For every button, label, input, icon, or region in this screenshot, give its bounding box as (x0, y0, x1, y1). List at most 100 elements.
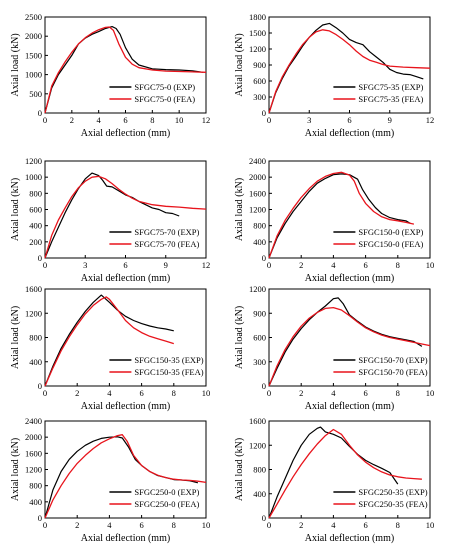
x-axis-label: Axial deflection (mm) (305, 273, 394, 284)
x-tick-label: 10 (426, 388, 435, 398)
x-tick-label: 6 (123, 115, 127, 125)
legend-label: SFGC150-0 (FEA) (358, 239, 423, 249)
y-axis-label: Axial load (kN) (10, 33, 21, 96)
x-tick-label: 10 (202, 520, 211, 530)
x-tick-label: 8 (396, 520, 400, 530)
y-axis-label: Axial load (kN) (234, 306, 245, 369)
x-tick-label: 3 (307, 115, 311, 125)
x-tick-label: 2 (299, 260, 303, 270)
x-tick-label: 0 (267, 388, 271, 398)
y-tick-label: 1500 (25, 50, 42, 60)
y-tick-label: 2000 (25, 31, 42, 41)
y-tick-label: 0 (262, 513, 266, 523)
x-tick-label: 2 (75, 388, 79, 398)
legend-label: SFGC150-35 (FEA) (134, 367, 203, 377)
x-tick-label: 8 (150, 115, 154, 125)
y-tick-label: 2000 (25, 432, 42, 442)
y-tick-label: 1200 (25, 156, 42, 166)
legend-label: SFGC250-0 (FEA) (134, 499, 199, 509)
legend-label: SFGC75-0 (FEA) (134, 94, 195, 104)
y-tick-label: 1200 (249, 205, 266, 215)
chart-panel-7: 0 2 4 6 8 10 0 400 800 1200 1600 2000 2400 Axial defl… (10, 416, 210, 544)
y-tick-label: 0 (262, 108, 266, 118)
y-tick-label: 200 (29, 237, 42, 247)
y-tick-label: 400 (253, 237, 266, 247)
x-tick-label: 4 (331, 260, 336, 270)
y-tick-label: 0 (38, 253, 42, 263)
x-tick-label: 12 (426, 115, 435, 125)
x-axis-label: Axial deflection (mm) (81, 128, 170, 139)
chart-panel-5: 0 2 4 6 8 10 0 400 800 1200 1600 Axial deflection (… (10, 284, 210, 412)
x-tick-label: 0 (43, 115, 47, 125)
x-tick-label: 8 (396, 388, 400, 398)
x-tick-label: 4 (331, 388, 336, 398)
x-tick-label: 10 (175, 115, 184, 125)
y-tick-label: 1200 (249, 440, 266, 450)
x-tick-label: 2 (75, 520, 79, 530)
x-tick-label: 6 (363, 388, 367, 398)
chart-panel-3: 0 3 6 9 12 0 200 400 600 800 1000 1200 Axial deflect… (10, 156, 210, 284)
x-axis-label: Axial deflection (mm) (305, 533, 394, 544)
x-tick-label: 2 (299, 388, 303, 398)
y-tick-label: 2400 (25, 416, 42, 426)
x-tick-label: 2 (70, 115, 74, 125)
y-tick-label: 2400 (249, 156, 266, 166)
series-line-fea (44, 26, 207, 114)
y-tick-label: 400 (29, 497, 42, 507)
y-tick-label: 1600 (249, 416, 266, 426)
legend-label: SFGC150-70 (EXP) (358, 355, 427, 365)
x-tick-label: 4 (107, 388, 112, 398)
legend-label: SFGC250-0 (EXP) (134, 487, 199, 497)
y-tick-label: 500 (29, 89, 42, 99)
series-line-exp (44, 26, 204, 114)
legend-label: SFGC75-35 (EXP) (358, 82, 423, 92)
x-axis-label: Axial deflection (mm) (81, 273, 170, 284)
y-tick-label: 400 (29, 221, 42, 231)
x-tick-label: 10 (202, 388, 211, 398)
x-tick-label: 6 (347, 115, 351, 125)
y-axis-label: Axial load (kN) (10, 306, 21, 369)
x-tick-label: 6 (139, 520, 143, 530)
series-line-fea (44, 296, 174, 387)
y-tick-label: 800 (29, 333, 42, 343)
y-tick-label: 800 (29, 188, 42, 198)
y-tick-label: 900 (253, 60, 266, 70)
legend-label: SFGC250-35 (FEA) (358, 499, 427, 509)
x-tick-label: 6 (363, 260, 367, 270)
y-tick-label: 0 (262, 381, 266, 391)
x-tick-label: 6 (139, 388, 143, 398)
y-tick-label: 0 (38, 108, 42, 118)
y-tick-label: 600 (253, 333, 266, 343)
x-tick-label: 6 (363, 520, 367, 530)
y-axis-label: Axial load (kN) (234, 438, 245, 501)
y-tick-label: 1600 (25, 448, 42, 458)
legend-label: SFGC150-70 (FEA) (358, 367, 427, 377)
y-tick-label: 2000 (249, 172, 266, 182)
series-line-fea (268, 171, 415, 259)
series-line-exp (268, 297, 423, 387)
series-line-fea (268, 428, 422, 519)
y-tick-label: 1200 (25, 465, 42, 475)
legend-label: SFGC250-35 (EXP) (358, 487, 427, 497)
x-tick-label: 0 (267, 115, 271, 125)
legend-label: SFGC75-70 (FEA) (134, 239, 199, 249)
y-tick-label: 1500 (249, 28, 266, 38)
x-tick-label: 9 (164, 260, 168, 270)
x-tick-label: 10 (426, 260, 435, 270)
y-tick-label: 800 (253, 465, 266, 475)
chart-panel-1: 0 2 4 6 8 10 12 0 500 1000 1500 2000 2500 Axial defle… (10, 12, 210, 139)
y-axis-label: Axial load (kN) (10, 178, 21, 241)
y-tick-label: 0 (38, 381, 42, 391)
x-tick-label: 8 (172, 520, 176, 530)
x-tick-label: 8 (172, 388, 176, 398)
x-tick-label: 2 (299, 520, 303, 530)
series-line-fea (44, 434, 207, 519)
x-tick-label: 6 (123, 260, 127, 270)
chart-panel-4: 0 2 4 6 8 10 0 400 800 1200 1600 2000 2400 Axial defl… (234, 156, 434, 284)
y-tick-label: 400 (253, 489, 266, 499)
series-line-fea (268, 306, 431, 387)
x-axis-label: Axial deflection (mm) (305, 128, 394, 139)
y-axis-label: Axial load (kN) (234, 178, 245, 241)
y-tick-label: 1200 (25, 308, 42, 318)
x-tick-label: 4 (97, 115, 102, 125)
